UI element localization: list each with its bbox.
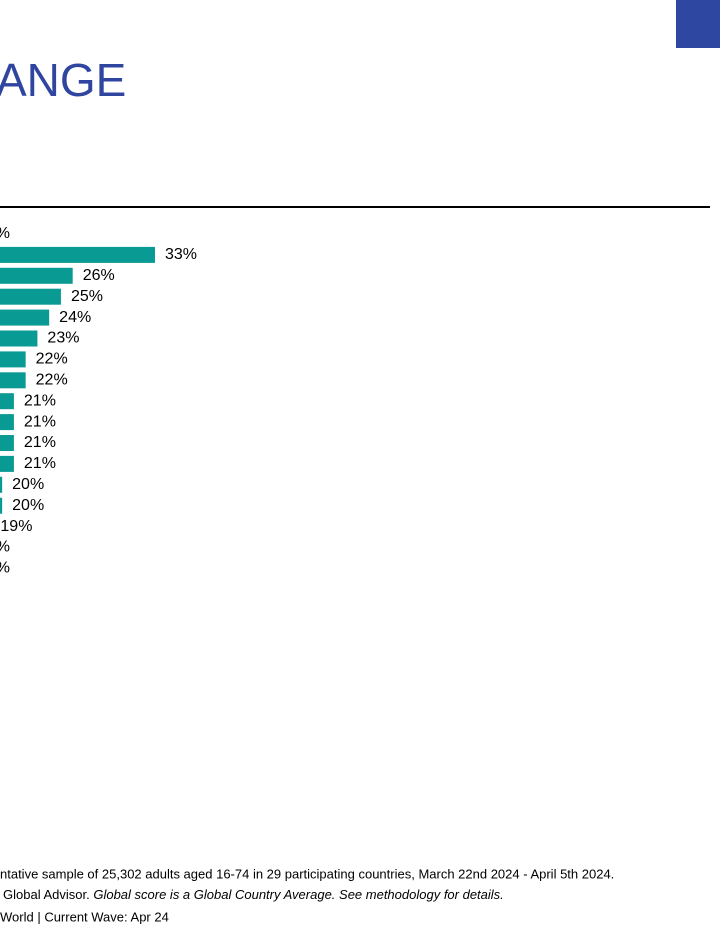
bar: [0, 393, 14, 410]
bar: [0, 435, 14, 451]
value-label: 21%: [24, 455, 56, 472]
corner-block: [676, 0, 720, 48]
value-label: 7%: [0, 539, 10, 556]
bar: [0, 476, 3, 493]
value-label: 24%: [59, 309, 91, 326]
value-label: 21%: [24, 434, 56, 451]
bar: [0, 288, 61, 305]
bar: [0, 497, 3, 514]
value-label: 33%: [165, 246, 197, 263]
title: ANGE: [0, 54, 126, 106]
value-label: 20%: [12, 497, 44, 514]
bar: [0, 267, 73, 284]
footer-line: Global Advisor. Global score is a Global…: [3, 887, 504, 902]
value-label: 20%: [12, 476, 44, 493]
footer-line: ntative sample of 25,302 adults aged 16-…: [0, 866, 614, 881]
bar: [0, 246, 155, 263]
value-label: 25%: [71, 288, 103, 305]
footer-italic: Global score is a Global Country Average…: [93, 887, 503, 902]
value-label: %: [0, 225, 10, 242]
bar: [0, 455, 14, 472]
bar: [0, 372, 26, 389]
footer-text: Global Advisor.: [3, 887, 90, 902]
value-label: 22%: [36, 372, 68, 389]
value-label: 22%: [36, 351, 68, 368]
value-label: 21%: [24, 413, 56, 430]
value-label: 23%: [47, 330, 79, 347]
bar: [0, 330, 38, 347]
footer-line: World | Current Wave: Apr 24: [0, 909, 169, 924]
value-label: %: [0, 560, 10, 577]
bar: [0, 414, 14, 431]
value-label: 26%: [83, 267, 115, 284]
value-label: 21%: [24, 392, 56, 409]
bar: [0, 351, 26, 368]
value-label: 19%: [0, 518, 32, 535]
bar: [0, 309, 50, 326]
